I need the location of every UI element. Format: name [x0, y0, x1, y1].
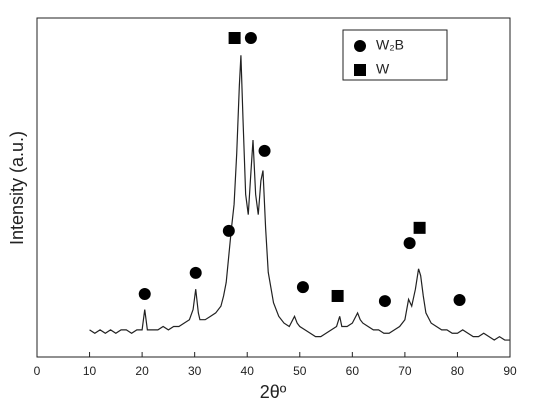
- circle-marker: [378, 295, 391, 308]
- pattern-line: [89, 55, 510, 341]
- x-tick-label: 20: [135, 364, 149, 378]
- legend-symbol: [354, 64, 366, 76]
- plot-frame: [36, 17, 511, 358]
- circle-marker: [296, 281, 309, 294]
- x-tick-label: 40: [241, 364, 255, 378]
- y-axis-title: Intensity (a.u.): [7, 131, 27, 245]
- square-marker: [413, 221, 426, 234]
- x-tick-label: 80: [451, 364, 465, 378]
- circle-marker: [258, 144, 271, 157]
- legend-label: W₂B: [376, 37, 404, 53]
- x-tick-label: 50: [293, 364, 307, 378]
- x-tick-label: 10: [83, 364, 97, 378]
- square-marker: [331, 289, 344, 302]
- x-tick-label: 0: [34, 364, 41, 378]
- circle-marker: [138, 287, 151, 300]
- circle-marker: [222, 224, 235, 237]
- square-marker: [228, 32, 241, 45]
- x-tick-label: 30: [188, 364, 202, 378]
- x-tick-label: 90: [503, 364, 517, 378]
- x-tick-label: 70: [398, 364, 412, 378]
- legend-label: W: [376, 61, 390, 77]
- legend-symbol: [354, 40, 366, 52]
- circle-marker: [403, 237, 416, 250]
- circle-marker: [189, 266, 202, 279]
- x-tick-label: 60: [346, 364, 360, 378]
- x-axis-title: 2θº: [260, 382, 287, 402]
- circle-marker: [244, 32, 257, 45]
- circle-marker: [453, 294, 466, 307]
